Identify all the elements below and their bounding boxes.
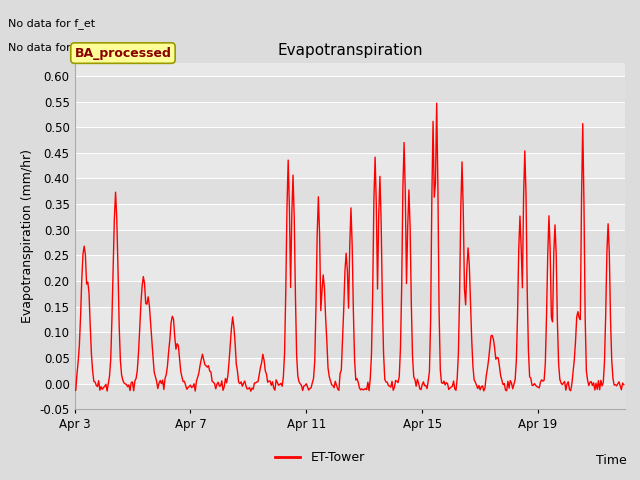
Bar <box>74 230 625 255</box>
Title: Evapotranspiration: Evapotranspiration <box>277 43 422 58</box>
Bar <box>74 153 625 179</box>
Bar <box>74 127 625 153</box>
Bar <box>74 384 625 409</box>
Bar <box>74 76 625 102</box>
Bar <box>74 281 625 307</box>
Text: No data for f_etc: No data for f_etc <box>8 42 102 53</box>
Bar <box>74 333 625 358</box>
Legend: ET-Tower: ET-Tower <box>270 446 370 469</box>
Bar <box>74 179 625 204</box>
Text: No data for f_et: No data for f_et <box>8 18 95 29</box>
Bar <box>74 255 625 281</box>
Text: BA_processed: BA_processed <box>74 47 172 60</box>
Text: Time: Time <box>596 454 627 467</box>
Y-axis label: Evapotranspiration (mm/hr): Evapotranspiration (mm/hr) <box>21 149 34 323</box>
Bar <box>74 358 625 384</box>
Bar <box>74 307 625 333</box>
Bar <box>74 102 625 127</box>
Bar <box>74 204 625 230</box>
